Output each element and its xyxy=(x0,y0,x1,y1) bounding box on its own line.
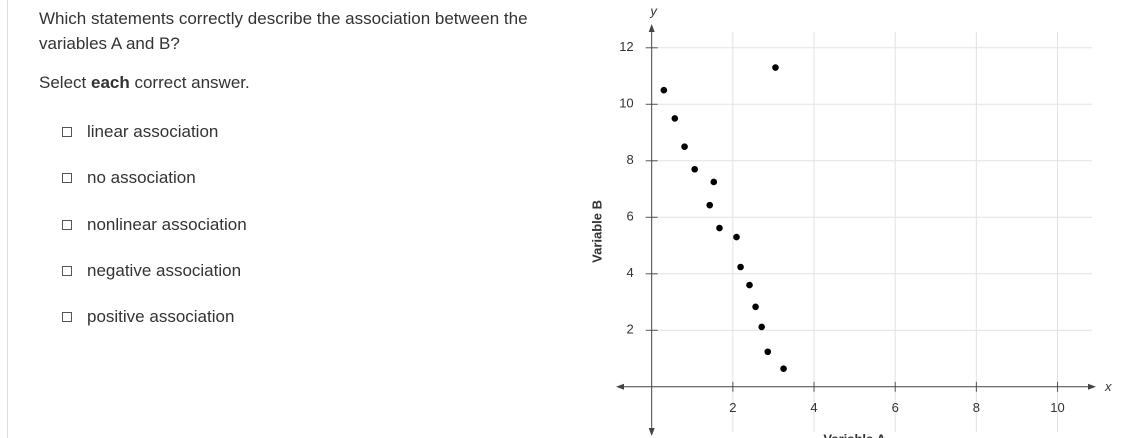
data-point xyxy=(681,143,688,150)
y-tick-label: 2 xyxy=(626,322,633,337)
arrowhead xyxy=(648,428,655,436)
answer-options: linear association no association nonlinea… xyxy=(62,122,247,353)
answer-option: no association xyxy=(62,168,247,214)
answer-option: linear association xyxy=(62,122,247,168)
answer-option: nonlinear association xyxy=(62,215,247,261)
answer-option: positive association xyxy=(62,307,247,353)
data-point xyxy=(752,303,759,311)
data-point xyxy=(746,281,753,289)
y-axis-letter: y xyxy=(649,3,658,18)
checkbox[interactable] xyxy=(62,173,72,184)
y-tick-label: 4 xyxy=(626,265,633,280)
data-point xyxy=(706,201,714,209)
data-point xyxy=(660,86,668,94)
arrowhead xyxy=(648,24,655,32)
x-tick-label: 10 xyxy=(1050,400,1064,415)
option-label[interactable]: negative association xyxy=(87,260,242,280)
panel-border xyxy=(7,0,8,438)
option-label[interactable]: linear association xyxy=(87,122,219,141)
data-point xyxy=(691,165,699,173)
data-point xyxy=(764,348,772,356)
data-point xyxy=(772,64,779,71)
data-point xyxy=(780,365,787,373)
x-tick-label: 4 xyxy=(810,400,817,415)
x-tick-label: 6 xyxy=(892,400,899,415)
option-label[interactable]: no association xyxy=(87,168,196,188)
data-point xyxy=(733,233,740,241)
option-label[interactable]: nonlinear association xyxy=(87,214,247,234)
question: Which statements correctly describe the … xyxy=(39,9,528,53)
y-tick-label: 6 xyxy=(626,209,633,224)
data-point xyxy=(716,224,723,232)
y-tick-label: 12 xyxy=(619,39,633,54)
data-point xyxy=(671,115,679,122)
checkbox[interactable] xyxy=(62,127,72,137)
data-point xyxy=(710,178,718,186)
arrowhead xyxy=(1088,383,1096,390)
x-tick-label: 8 xyxy=(973,400,980,415)
option-label[interactable]: positive association xyxy=(87,307,235,327)
y-axis-label: Variable B xyxy=(589,200,604,263)
y-tick-label: 10 xyxy=(619,96,633,111)
data-point xyxy=(758,323,765,331)
instruction-emphasis: each xyxy=(90,73,130,92)
data-point xyxy=(737,263,744,271)
x-axis-label: Variable A xyxy=(823,431,886,438)
instruction: Select each correct answer. xyxy=(39,73,250,93)
checkbox[interactable] xyxy=(62,219,72,230)
x-tick-label: 2 xyxy=(729,400,736,415)
checkbox[interactable] xyxy=(62,312,72,323)
checkbox[interactable] xyxy=(62,265,72,276)
x-axis-letter: x xyxy=(1104,379,1112,394)
instruction-text: Select xyxy=(39,73,91,92)
answer-option: negative association xyxy=(62,261,247,307)
instruction-text: correct answer. xyxy=(129,73,250,92)
y-tick-label: 8 xyxy=(626,152,633,167)
arrowhead xyxy=(616,383,624,390)
